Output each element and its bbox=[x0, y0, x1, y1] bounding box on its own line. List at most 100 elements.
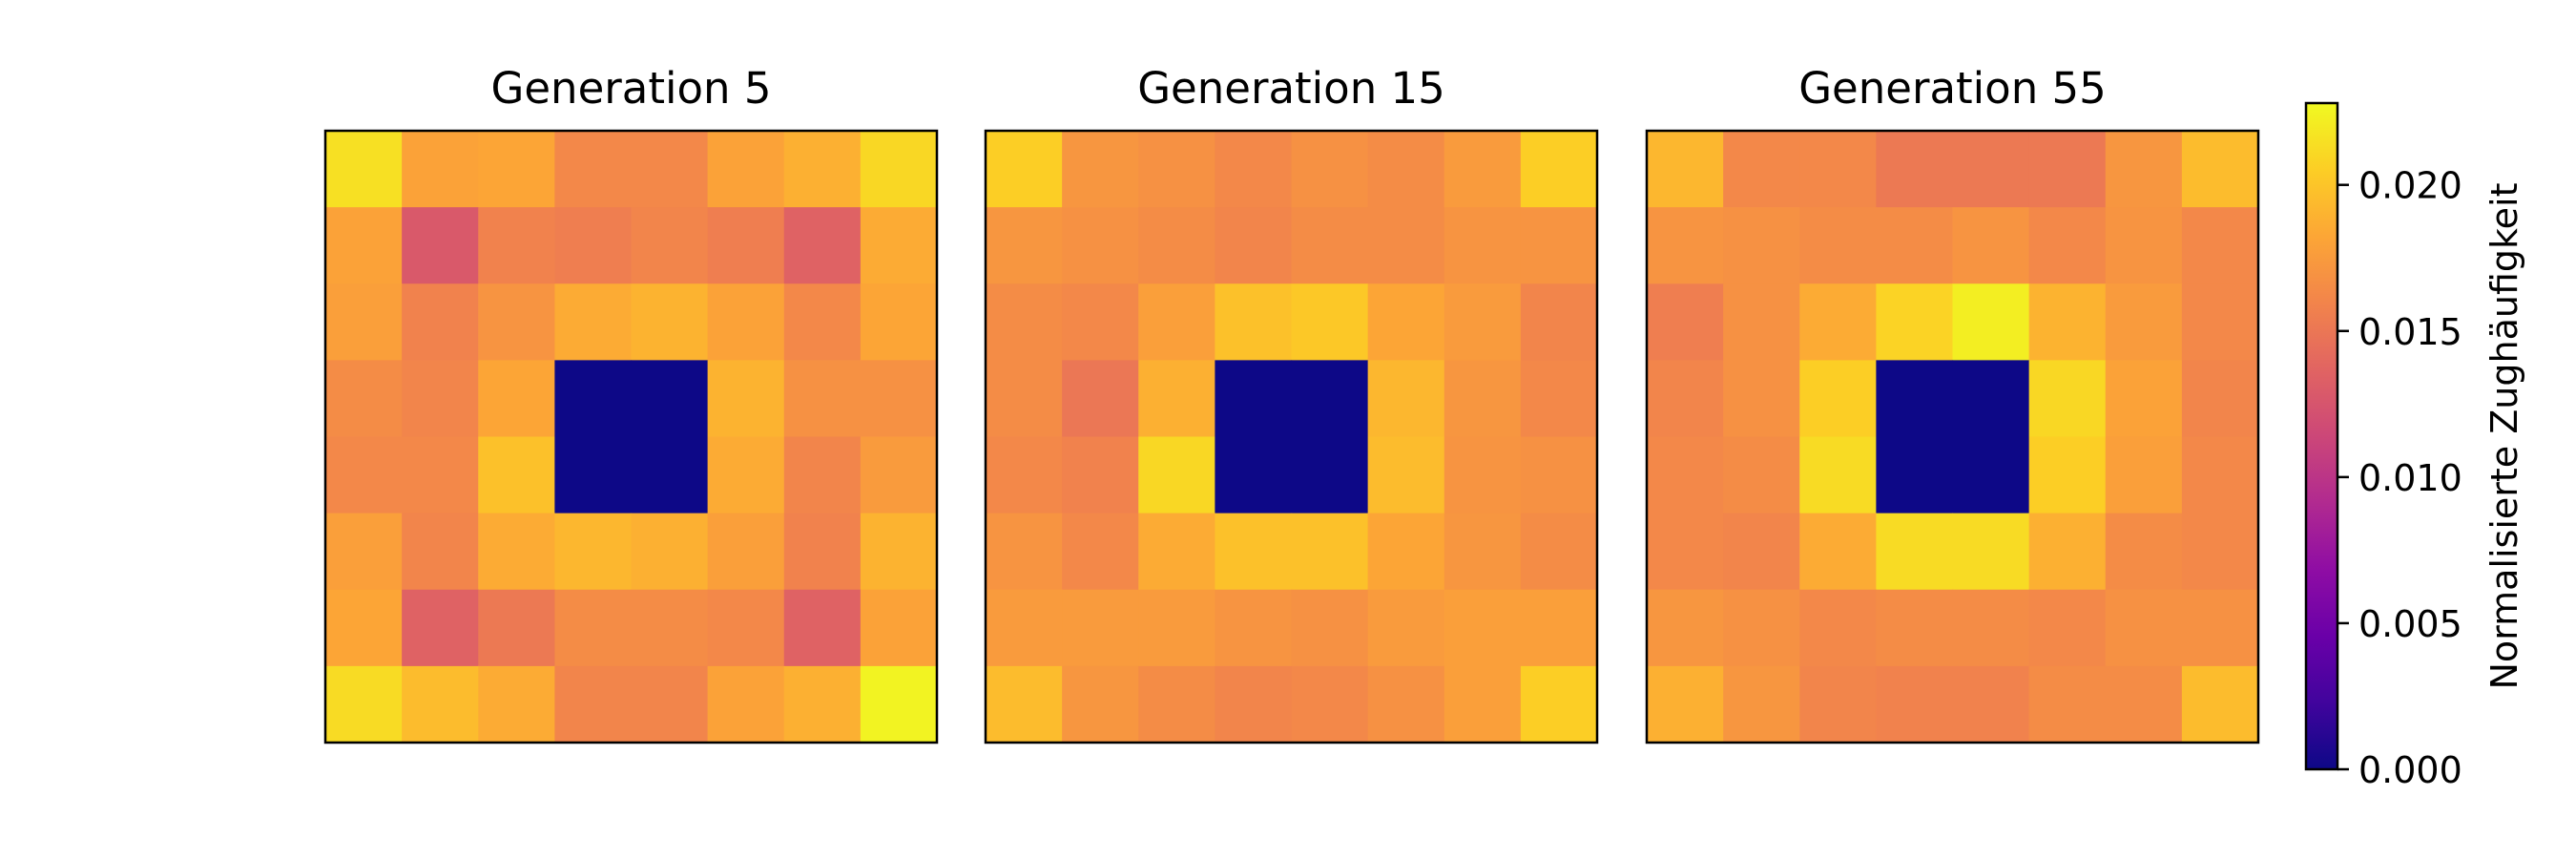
heatmap-cell bbox=[1138, 131, 1215, 208]
heatmap-cell bbox=[2105, 131, 2183, 208]
heatmap-cell bbox=[1520, 131, 1598, 208]
heatmap-cell bbox=[1952, 436, 2030, 514]
heatmap-cell bbox=[1647, 665, 1724, 744]
heatmap-cell bbox=[325, 436, 403, 514]
colorbar-gradient bbox=[2306, 103, 2337, 769]
heatmap-cell bbox=[2028, 589, 2107, 667]
heatmap-cell bbox=[1876, 665, 1954, 744]
heatmap-cell bbox=[325, 360, 403, 438]
colorbar: 0.000 0.005 0.010 0.015 0.020 Normalisierte Z… bbox=[2304, 101, 2525, 791]
heatmap-cell bbox=[1647, 360, 1724, 438]
heatmap-cell bbox=[325, 131, 403, 208]
heatmap-cell bbox=[986, 131, 1063, 208]
heatmap-cell bbox=[1367, 283, 1445, 361]
heatmap-cell bbox=[1444, 589, 1522, 667]
heatmap-cell bbox=[2105, 513, 2183, 591]
heatmap-cell bbox=[1723, 436, 1800, 514]
heatmap-cell bbox=[554, 131, 633, 208]
heatmap-cell bbox=[1647, 436, 1724, 514]
heatmap-cell bbox=[1799, 283, 1877, 361]
heatmap-cell bbox=[1367, 665, 1445, 744]
heatmap-cell bbox=[325, 207, 403, 284]
heatmap-cell bbox=[707, 513, 785, 591]
heatmap-cell bbox=[631, 131, 709, 208]
panel-frame bbox=[1645, 129, 2260, 744]
heatmap-cell bbox=[1291, 665, 1369, 744]
heatmap-cell bbox=[1215, 665, 1293, 744]
heatmap-cell bbox=[1062, 513, 1139, 591]
heatmap-cell bbox=[1444, 283, 1522, 361]
heatmap-cell bbox=[1723, 131, 1800, 208]
heatmap-cell bbox=[2105, 589, 2183, 667]
heatmap-cell bbox=[554, 207, 633, 284]
heatmap-cell bbox=[1291, 131, 1369, 208]
heatmap-cell bbox=[325, 665, 403, 744]
colorbar-tick-label: 0.000 bbox=[2358, 749, 2462, 791]
heatmap-cell bbox=[2028, 283, 2107, 361]
heatmap-cell bbox=[402, 131, 479, 208]
heatmap-cell bbox=[1291, 360, 1369, 438]
heatmap-cell bbox=[860, 131, 938, 208]
heatmap-cell bbox=[1520, 436, 1598, 514]
heatmap-cell bbox=[1215, 131, 1293, 208]
heatmap-cell bbox=[402, 360, 479, 438]
heatmap-cell bbox=[1876, 589, 1954, 667]
heatmap-cell bbox=[986, 283, 1063, 361]
heatmap-panel: Generation 15 bbox=[984, 63, 1599, 744]
heatmap-cell bbox=[1215, 513, 1293, 591]
heatmap-cell bbox=[2181, 436, 2259, 514]
heatmap-cell bbox=[860, 207, 938, 284]
heatmap-cell bbox=[1215, 283, 1293, 361]
heatmap-cell bbox=[478, 283, 555, 361]
heatmap-cell bbox=[707, 436, 785, 514]
heatmap-cell bbox=[707, 131, 785, 208]
heatmap-cell bbox=[402, 207, 479, 284]
heatmap-cell bbox=[783, 131, 862, 208]
heatmap-cell bbox=[1876, 360, 1954, 438]
heatmap-cell bbox=[554, 589, 633, 667]
heatmap-cell bbox=[325, 589, 403, 667]
heatmap-cell bbox=[1520, 207, 1598, 284]
heatmap-cell bbox=[1876, 131, 1954, 208]
heatmap-cell bbox=[1215, 207, 1293, 284]
heatmap-cell bbox=[1138, 283, 1215, 361]
heatmap-cell bbox=[478, 360, 555, 438]
heatmap-cell bbox=[1876, 513, 1954, 591]
heatmap-cell bbox=[2028, 207, 2107, 284]
heatmap-cell bbox=[1367, 360, 1445, 438]
heatmap-cell bbox=[1215, 436, 1293, 514]
heatmap-cell bbox=[1215, 589, 1293, 667]
heatmap-cell bbox=[2105, 665, 2183, 744]
heatmap-cell bbox=[1062, 207, 1139, 284]
heatmap-cell bbox=[1647, 131, 1724, 208]
heatmap-panels: Generation 5 Generation 15 Generation 55 bbox=[323, 63, 2260, 744]
heatmap-cell bbox=[2181, 207, 2259, 284]
heatmap-cell bbox=[1062, 589, 1139, 667]
colorbar-frame bbox=[2304, 101, 2339, 771]
heatmap-cell bbox=[478, 513, 555, 591]
heatmap-cell bbox=[1138, 665, 1215, 744]
heatmap-cell bbox=[1444, 513, 1522, 591]
heatmap-cell bbox=[1799, 207, 1877, 284]
heatmap-cell bbox=[1367, 207, 1445, 284]
heatmap-cell bbox=[1291, 283, 1369, 361]
heatmap-cell bbox=[1520, 283, 1598, 361]
heatmap-cell bbox=[986, 513, 1063, 591]
heatmap-cell bbox=[478, 589, 555, 667]
heatmap-cell bbox=[2105, 436, 2183, 514]
heatmap-cell bbox=[1876, 283, 1954, 361]
heatmap-cell bbox=[631, 513, 709, 591]
colorbar-tick-label: 0.005 bbox=[2358, 603, 2462, 645]
heatmap-cell bbox=[1952, 283, 2030, 361]
heatmap-cell bbox=[2181, 513, 2259, 591]
heatmap-cell bbox=[2181, 283, 2259, 361]
heatmap-cell bbox=[1723, 360, 1800, 438]
heatmap-cell bbox=[2028, 131, 2107, 208]
heatmap-cell bbox=[554, 665, 633, 744]
heatmap-cell bbox=[707, 283, 785, 361]
heatmap-cell bbox=[1799, 589, 1877, 667]
heatmap-cell bbox=[325, 513, 403, 591]
heatmap-cell bbox=[1062, 283, 1139, 361]
heatmap-cell bbox=[2028, 436, 2107, 514]
heatmap-cell bbox=[554, 513, 633, 591]
